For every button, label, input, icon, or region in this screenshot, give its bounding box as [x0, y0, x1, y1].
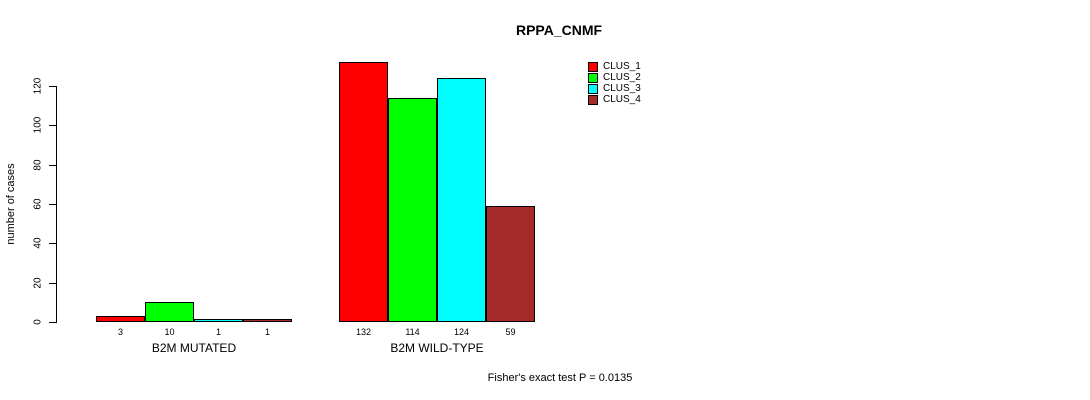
- y-tick: [49, 125, 56, 126]
- bar-clus_3-wild-type: [437, 78, 486, 322]
- y-axis-title: number of cases: [5, 163, 17, 245]
- y-tick: [49, 86, 56, 87]
- y-tick-label: 120: [32, 77, 44, 95]
- chart-title: RPPA_CNMF: [515, 22, 603, 38]
- y-tick: [49, 204, 56, 205]
- bar-clus_4-mutated: [243, 319, 292, 322]
- legend-swatch: [588, 83, 598, 94]
- legend: CLUS_1 CLUS_2 CLUS_3 CLUS_4: [588, 61, 641, 105]
- legend-label: CLUS_3: [603, 83, 641, 94]
- bar-value-label: 3: [117, 327, 124, 337]
- legend-row: CLUS_2: [588, 72, 641, 83]
- legend-label: CLUS_4: [603, 94, 641, 105]
- legend-row: CLUS_3: [588, 83, 641, 94]
- stat-test-annotation: Fisher's exact test P = 0.0135: [487, 372, 633, 384]
- legend-swatch: [588, 72, 598, 83]
- y-tick: [49, 283, 56, 284]
- y-tick-label: 40: [32, 237, 44, 249]
- bar-value-label: 10: [164, 327, 175, 337]
- bar-value-label: 59: [505, 327, 516, 337]
- x-category-label: B2M MUTATED: [151, 341, 237, 355]
- bar-clus_1-mutated: [96, 316, 145, 322]
- y-tick: [49, 322, 56, 323]
- y-tick-label: 20: [32, 277, 44, 289]
- bar-clus_3-mutated: [194, 319, 243, 322]
- y-tick: [49, 243, 56, 244]
- legend-label: CLUS_2: [603, 72, 641, 83]
- bar-value-label: 114: [405, 327, 420, 337]
- legend-row: CLUS_4: [588, 94, 641, 105]
- bar-clus_2-wild-type: [388, 98, 437, 322]
- y-tick-label: 60: [32, 198, 44, 210]
- y-axis-line: [56, 86, 57, 323]
- bar-clus_4-wild-type: [486, 206, 535, 322]
- bar-value-label: 1: [264, 327, 271, 337]
- y-tick-label: 80: [32, 159, 44, 171]
- bar-clus_2-mutated: [145, 302, 194, 322]
- legend-row: CLUS_1: [588, 61, 641, 72]
- bar-value-label: 132: [355, 327, 372, 337]
- legend-label: CLUS_1: [603, 61, 641, 72]
- y-tick: [49, 165, 56, 166]
- y-tick-label: 0: [32, 319, 44, 325]
- x-category-label: B2M WILD-TYPE: [390, 341, 484, 355]
- bar-value-label: 124: [453, 327, 470, 337]
- bar-value-label: 1: [215, 327, 222, 337]
- bar-clus_1-wild-type: [339, 62, 388, 322]
- legend-swatch: [588, 94, 598, 105]
- y-tick-label: 100: [32, 116, 44, 134]
- legend-swatch: [588, 61, 598, 72]
